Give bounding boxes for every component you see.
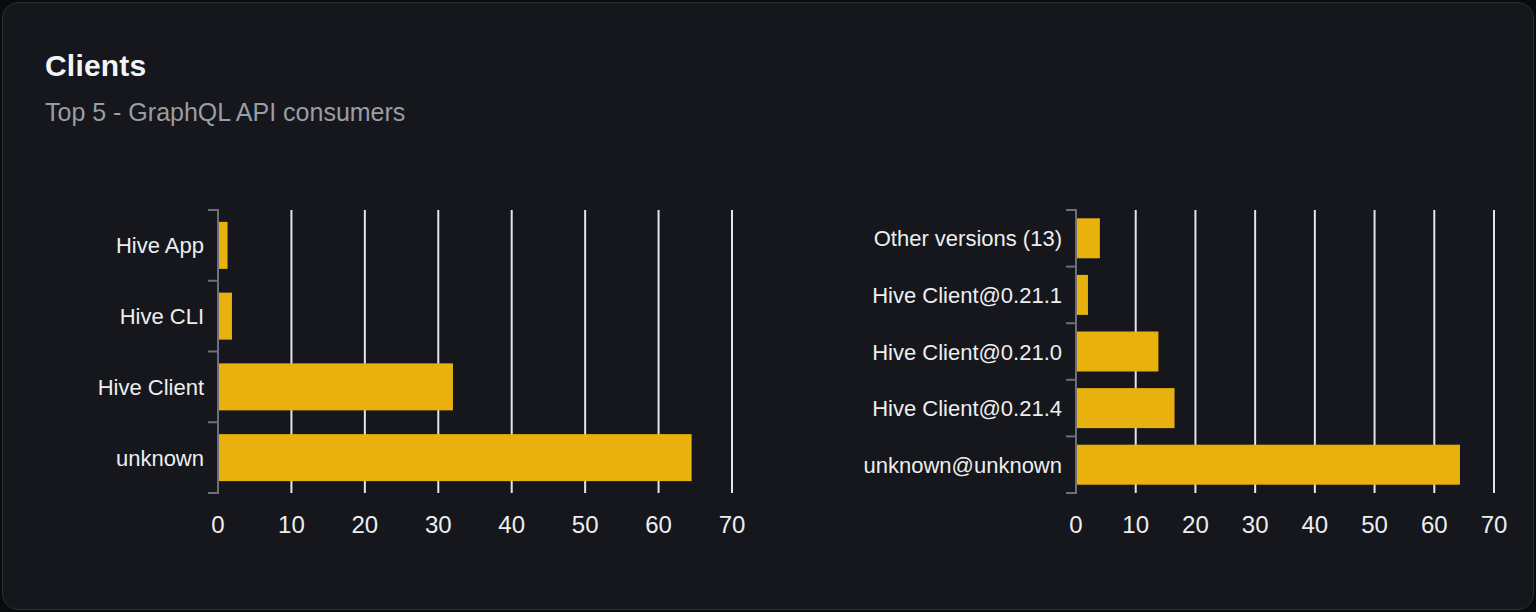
- category-label: Hive Client: [98, 375, 204, 400]
- x-tick-label: 40: [498, 511, 525, 538]
- category-label: Hive Client@0.21.1: [872, 283, 1062, 308]
- clients-panel-card: Clients Top 5 - GraphQL API consumers Hi…: [2, 2, 1534, 610]
- x-tick-label: 20: [352, 511, 379, 538]
- category-label: unknown: [116, 446, 204, 471]
- x-tick-label: 50: [1361, 511, 1388, 538]
- top-client-versions-bar-chart: Other versions (13) Hive Client@0.21.1 Hiv…: [803, 198, 1536, 548]
- bar-2: [1076, 332, 1158, 372]
- bar-2: [218, 363, 453, 410]
- category-label: Hive Client@0.21.0: [872, 340, 1062, 365]
- category-label: Other versions (13): [874, 226, 1062, 251]
- bar-1: [218, 293, 232, 340]
- page-title: Clients: [45, 49, 146, 83]
- x-tick-label: 60: [645, 511, 672, 538]
- x-tick-label: 0: [1069, 511, 1082, 538]
- category-label: Hive CLI: [120, 304, 204, 329]
- x-tick-label: 30: [1242, 511, 1269, 538]
- bar-3: [1076, 388, 1175, 428]
- bar-4: [1076, 445, 1460, 485]
- x-tick-label: 60: [1421, 511, 1448, 538]
- x-tick-label: 30: [425, 511, 452, 538]
- category-label: unknown@unknown: [864, 453, 1062, 478]
- page-subtitle: Top 5 - GraphQL API consumers: [45, 98, 405, 127]
- category-label: Hive Client@0.21.4: [872, 396, 1062, 421]
- x-tick-label: 10: [278, 511, 305, 538]
- category-label: Hive App: [116, 233, 204, 258]
- top-clients-bar-chart: Hive App Hive CLI Hive Client unknown 0 10 20 3…: [63, 198, 763, 548]
- x-tick-label: 70: [1481, 511, 1508, 538]
- bar-1: [1076, 275, 1088, 315]
- x-tick-label: 50: [572, 511, 599, 538]
- x-tick-label: 40: [1302, 511, 1329, 538]
- bar-3: [218, 434, 692, 481]
- x-tick-label: 0: [211, 511, 224, 538]
- x-tick-label: 70: [719, 511, 746, 538]
- x-tick-label: 10: [1122, 511, 1149, 538]
- bar-0: [218, 222, 228, 269]
- bar-0: [1076, 218, 1100, 258]
- x-tick-label: 20: [1182, 511, 1209, 538]
